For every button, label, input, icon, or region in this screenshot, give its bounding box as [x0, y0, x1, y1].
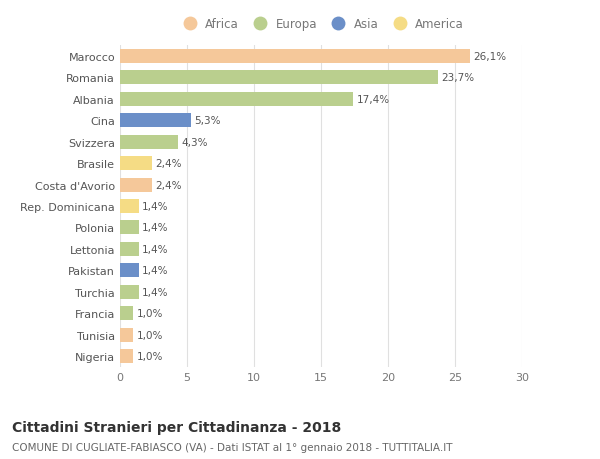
Bar	[120, 157, 152, 171]
Legend: Africa, Europa, Asia, America: Africa, Europa, Asia, America	[173, 13, 469, 36]
Text: 1,4%: 1,4%	[142, 266, 169, 276]
Text: 2,4%: 2,4%	[155, 159, 182, 169]
Bar	[120, 135, 178, 149]
Bar	[120, 349, 133, 364]
Bar	[120, 242, 139, 256]
Text: 1,0%: 1,0%	[137, 308, 163, 319]
Bar	[120, 328, 133, 342]
Text: 4,3%: 4,3%	[181, 137, 208, 147]
Text: 1,4%: 1,4%	[142, 244, 169, 254]
Text: 26,1%: 26,1%	[473, 51, 506, 62]
Bar	[120, 178, 152, 192]
Text: 5,3%: 5,3%	[194, 116, 221, 126]
Text: 1,4%: 1,4%	[142, 223, 169, 233]
Text: Cittadini Stranieri per Cittadinanza - 2018: Cittadini Stranieri per Cittadinanza - 2…	[12, 420, 341, 434]
Bar	[120, 71, 437, 85]
Text: 17,4%: 17,4%	[356, 95, 389, 105]
Text: 2,4%: 2,4%	[155, 180, 182, 190]
Text: 1,0%: 1,0%	[137, 352, 163, 362]
Bar	[120, 50, 470, 63]
Bar	[120, 264, 139, 278]
Bar	[120, 307, 133, 320]
Text: 1,4%: 1,4%	[142, 287, 169, 297]
Bar	[120, 92, 353, 106]
Text: 23,7%: 23,7%	[441, 73, 474, 83]
Text: COMUNE DI CUGLIATE-FABIASCO (VA) - Dati ISTAT al 1° gennaio 2018 - TUTTITALIA.IT: COMUNE DI CUGLIATE-FABIASCO (VA) - Dati …	[12, 442, 452, 452]
Bar	[120, 200, 139, 213]
Text: 1,4%: 1,4%	[142, 202, 169, 212]
Bar	[120, 221, 139, 235]
Bar	[120, 285, 139, 299]
Text: 1,0%: 1,0%	[137, 330, 163, 340]
Bar	[120, 114, 191, 128]
